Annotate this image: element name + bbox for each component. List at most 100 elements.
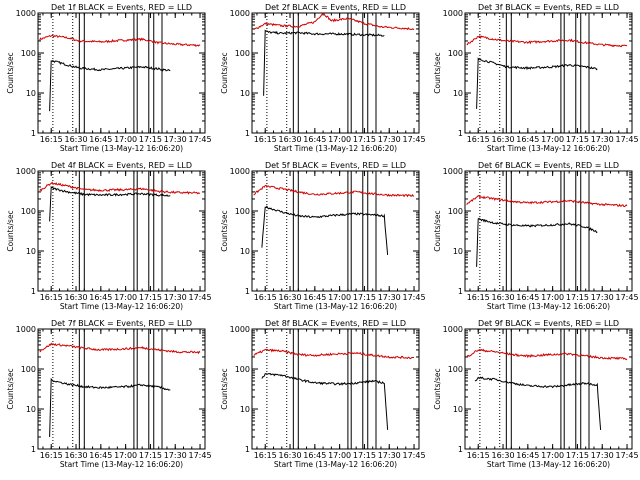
x-tick-label: 17:15	[139, 293, 162, 302]
x-axis-label: Start Time (13-May-12 16:06:20)	[274, 302, 397, 311]
y-tick-label: 10	[453, 247, 463, 256]
y-tick-label: 1000	[230, 325, 250, 334]
x-tick-label: 17:15	[353, 293, 376, 302]
x-tick-label: 17:45	[616, 135, 639, 144]
panel-6: Det 6f BLACK = Events, RED = LLD 1 10 100 10…	[433, 161, 639, 311]
y-tick-label: 1000	[443, 325, 463, 334]
y-tick-label: 1000	[230, 9, 250, 18]
x-tick-label: 16:15	[40, 451, 63, 460]
x-tick-label: 17:15	[139, 135, 162, 144]
plot-frame	[464, 170, 633, 292]
y-axis-label: Counts/sec	[6, 210, 15, 251]
plot-frame	[37, 170, 206, 292]
y-axis-label: Counts/sec	[6, 368, 15, 409]
y-tick-label: 100	[235, 49, 250, 58]
x-tick-label: 16:15	[254, 135, 277, 144]
panel-title: Det 6f BLACK = Events, RED = LLD	[478, 161, 619, 170]
x-tick-label: 17:30	[591, 293, 614, 302]
events-rate-line	[476, 57, 598, 109]
x-tick-label: 16:30	[278, 293, 301, 302]
x-tick-label: 16:45	[89, 135, 112, 144]
x-tick-label: 16:15	[40, 135, 63, 144]
events-rate-line	[261, 205, 389, 255]
y-tick-label: 100	[448, 207, 463, 216]
y-axis-label: Counts/sec	[433, 368, 442, 409]
panel-5: Det 5f BLACK = Events, RED = LLD 1 10 100 10…	[220, 161, 426, 311]
x-tick-label: 16:30	[278, 451, 301, 460]
y-tick-label: 1000	[230, 167, 250, 176]
lld-rate-line	[466, 34, 628, 48]
x-tick-label: 16:30	[491, 293, 514, 302]
lld-rate-line	[466, 194, 628, 208]
x-tick-label: 16:30	[64, 135, 87, 144]
x-axis-label: Start Time (13-May-12 16:06:20)	[487, 460, 610, 469]
x-axis-label: Start Time (13-May-12 16:06:20)	[274, 460, 397, 469]
x-tick-label: 17:00	[541, 135, 564, 144]
x-tick-label: 16:45	[303, 135, 326, 144]
x-tick-label: 16:30	[64, 451, 87, 460]
plot-frame	[251, 12, 420, 134]
x-tick-label: 16:30	[64, 293, 87, 302]
x-tick-label: 16:45	[516, 451, 539, 460]
x-axis-label: Start Time (13-May-12 16:06:20)	[60, 302, 183, 311]
plot-frame	[251, 170, 420, 292]
y-tick-label: 1000	[443, 9, 463, 18]
lld-rate-line	[253, 184, 415, 198]
x-tick-label: 16:15	[467, 135, 490, 144]
lld-rate-line	[466, 348, 628, 361]
panel-title: Det 5f BLACK = Events, RED = LLD	[265, 161, 406, 170]
x-tick-label: 17:45	[189, 451, 212, 460]
y-tick-label: 1000	[16, 9, 36, 18]
y-tick-label: 100	[448, 365, 463, 374]
y-tick-label: 1	[31, 445, 36, 454]
y-tick-label: 100	[21, 207, 36, 216]
x-tick-label: 17:30	[378, 135, 401, 144]
panel-9: Det 9f BLACK = Events, RED = LLD 1 10 100 10…	[433, 319, 639, 469]
y-axis-label: Counts/sec	[433, 210, 442, 251]
panel-title: Det 8f BLACK = Events, RED = LLD	[265, 319, 406, 328]
x-tick-label: 16:45	[516, 135, 539, 144]
y-axis-label: Counts/sec	[220, 52, 229, 93]
lld-rate-line	[39, 181, 201, 195]
y-tick-label: 1	[245, 287, 250, 296]
plot-frame	[37, 12, 206, 134]
x-tick-label: 16:45	[89, 451, 112, 460]
x-tick-label: 17:00	[328, 451, 351, 460]
y-axis-label: Counts/sec	[220, 368, 229, 409]
panel-title: Det 9f BLACK = Events, RED = LLD	[478, 319, 619, 328]
x-tick-label: 16:15	[40, 293, 63, 302]
lld-rate-line	[39, 342, 201, 355]
y-tick-label: 10	[240, 405, 250, 414]
panel-title: Det 3f BLACK = Events, RED = LLD	[478, 3, 619, 12]
x-axis-label: Start Time (13-May-12 16:06:20)	[274, 144, 397, 153]
y-tick-label: 10	[240, 247, 250, 256]
panel-title: Det 4f BLACK = Events, RED = LLD	[51, 161, 192, 170]
x-tick-label: 17:45	[189, 293, 212, 302]
x-tick-label: 17:00	[541, 293, 564, 302]
x-axis-label: Start Time (13-May-12 16:06:20)	[487, 302, 610, 311]
x-tick-label: 17:45	[403, 293, 426, 302]
events-rate-line	[476, 217, 598, 267]
lld-rate-line	[39, 34, 201, 47]
x-axis-label: Start Time (13-May-12 16:06:20)	[60, 460, 183, 469]
x-tick-label: 17:15	[566, 293, 589, 302]
y-tick-label: 100	[235, 365, 250, 374]
lld-rate-line	[253, 348, 415, 360]
y-axis-label: Counts/sec	[6, 52, 15, 93]
y-tick-label: 100	[21, 49, 36, 58]
panel-4: Det 4f BLACK = Events, RED = LLD 1 10 100 10…	[6, 161, 212, 311]
x-tick-label: 17:45	[616, 293, 639, 302]
x-tick-label: 17:00	[114, 293, 137, 302]
x-tick-label: 16:15	[254, 293, 277, 302]
x-tick-label: 16:15	[467, 293, 490, 302]
y-tick-label: 1000	[16, 167, 36, 176]
y-tick-label: 1000	[443, 167, 463, 176]
x-tick-label: 17:30	[164, 135, 187, 144]
x-tick-label: 17:30	[591, 451, 614, 460]
events-rate-line	[49, 186, 171, 222]
x-tick-label: 16:15	[467, 451, 490, 460]
x-tick-label: 16:45	[89, 293, 112, 302]
x-tick-label: 17:15	[353, 135, 376, 144]
y-tick-label: 10	[26, 89, 36, 98]
